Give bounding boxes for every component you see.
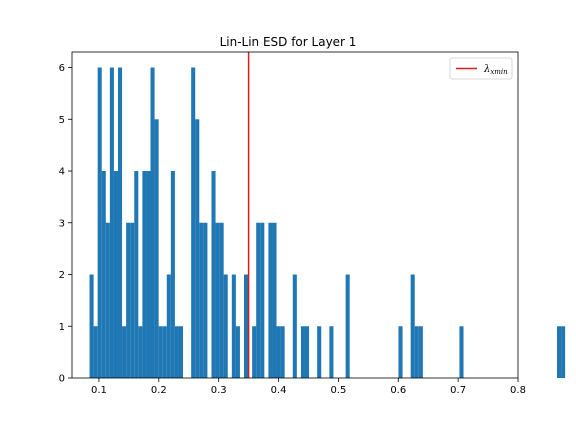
histogram-bar xyxy=(94,326,98,378)
histogram-bar xyxy=(256,223,260,378)
histogram-bar xyxy=(203,223,207,378)
x-tick-label: 0.5 xyxy=(330,385,346,396)
histogram-bar xyxy=(317,326,321,378)
legend: λxmin xyxy=(450,58,512,79)
histogram-bar xyxy=(199,223,203,378)
histogram-bar xyxy=(232,275,236,378)
histogram-bar xyxy=(138,326,142,378)
histogram-bar xyxy=(195,119,199,378)
y-tick-label: 0 xyxy=(59,374,65,385)
histogram-bar xyxy=(305,326,309,378)
x-tick-label: 0.6 xyxy=(390,385,406,396)
histogram-bar xyxy=(102,171,106,378)
histogram-bar xyxy=(220,223,224,378)
histogram-bar xyxy=(415,326,419,378)
y-tick-label: 6 xyxy=(59,63,65,74)
y-tick-label: 5 xyxy=(59,115,65,126)
histogram-bar xyxy=(175,326,179,378)
histogram-bar xyxy=(134,171,138,378)
histogram-bar xyxy=(329,326,333,378)
histogram-bar xyxy=(146,171,150,378)
histogram-bar xyxy=(301,326,305,378)
y-tick-label: 2 xyxy=(59,270,65,281)
histogram-bar xyxy=(167,275,171,378)
x-tick-label: 0.4 xyxy=(271,385,287,396)
histogram-bar xyxy=(151,68,155,378)
x-tick-label: 0.8 xyxy=(510,385,526,396)
histogram-bar xyxy=(191,68,195,378)
x-tick-label: 0.1 xyxy=(91,385,107,396)
histogram-bar xyxy=(122,326,126,378)
histogram-bar xyxy=(179,326,183,378)
histogram-bar xyxy=(211,171,215,378)
histogram-bar xyxy=(216,223,220,378)
x-tick-label: 0.3 xyxy=(211,385,227,396)
histogram-bar xyxy=(110,68,114,378)
histogram-bar xyxy=(130,223,134,378)
histogram-bar xyxy=(224,275,228,378)
x-tick-label: 0.2 xyxy=(151,385,167,396)
histogram-bar xyxy=(260,223,264,378)
y-tick-label: 3 xyxy=(59,218,65,229)
histogram-bar xyxy=(171,171,175,378)
histogram-bar xyxy=(159,326,163,378)
histogram-bar xyxy=(98,68,102,378)
histogram-bar xyxy=(281,326,285,378)
y-tick-label: 1 xyxy=(59,322,65,333)
histogram-bar xyxy=(277,326,281,378)
histogram-bar xyxy=(557,326,561,378)
legend-label-main: λ xyxy=(483,64,490,75)
legend-label-sub: xmin xyxy=(490,68,508,76)
histogram-bar xyxy=(90,275,94,378)
histogram-bar xyxy=(272,223,276,378)
chart-title: Lin-Lin ESD for Layer 1 xyxy=(220,35,357,49)
histogram-bar xyxy=(118,68,122,378)
histogram-bar xyxy=(459,326,463,378)
x-tick-label: 0.7 xyxy=(450,385,466,396)
histogram-bar xyxy=(163,326,167,378)
histogram-bar xyxy=(268,223,272,378)
y-tick-label: 4 xyxy=(59,167,65,178)
histogram-bar xyxy=(142,171,146,378)
histogram-bar xyxy=(411,275,415,378)
histogram-bar xyxy=(106,223,110,378)
histogram-bar xyxy=(114,171,118,378)
histogram-bar xyxy=(244,275,248,378)
histogram-bar xyxy=(155,119,159,378)
histogram-bar xyxy=(126,223,130,378)
histogram-bar xyxy=(419,326,423,378)
histogram-bar xyxy=(236,326,240,378)
histogram-bar xyxy=(561,326,565,378)
histogram-bar xyxy=(252,326,256,378)
histogram-bar xyxy=(398,326,402,378)
histogram-bar xyxy=(293,275,297,378)
histogram-bar xyxy=(346,275,350,378)
